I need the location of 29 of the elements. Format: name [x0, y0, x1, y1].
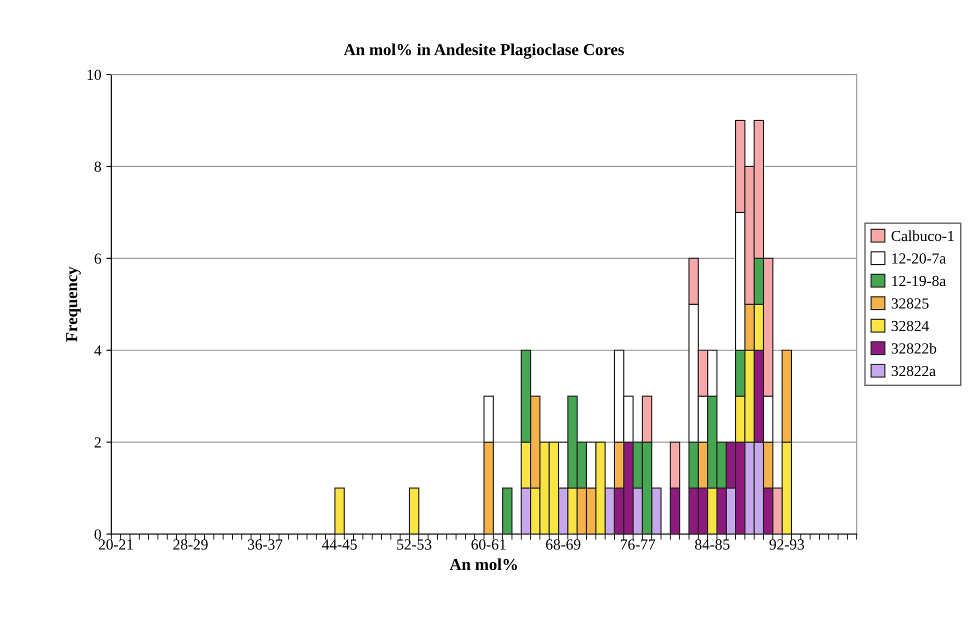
- legend-label: 12-19-8a: [892, 276, 946, 286]
- x-tick-label: 60-61: [471, 539, 506, 550]
- legend-label: Calbuco-1: [892, 230, 954, 242]
- x-tick-label: 52-53: [397, 539, 432, 550]
- legend-label: 32825: [892, 298, 929, 309]
- x-tick-label: 92-93: [769, 539, 804, 550]
- y-tick-label: 6: [94, 254, 102, 264]
- x-tick-label: 84-85: [695, 539, 730, 550]
- x-tick-label: 68-69: [546, 539, 580, 550]
- legend-label: 32824: [892, 320, 929, 332]
- x-axis-title: An mol%: [450, 558, 517, 570]
- bar: [334, 488, 345, 534]
- y-tick-label: 0: [94, 529, 102, 540]
- y-tick-label: 10: [88, 70, 102, 80]
- y-axis-title: Frequency: [66, 266, 81, 342]
- legend-label: 32822b: [892, 342, 936, 354]
- legend-label: 32822a: [892, 366, 936, 376]
- y-tick-label: 4: [94, 345, 102, 356]
- y-tick-label: 2: [94, 437, 101, 448]
- x-tick-label: 36-37: [248, 539, 282, 550]
- x-tick-label: 76-77: [620, 539, 656, 550]
- bar: [408, 488, 420, 534]
- x-tick-label: 20-21: [98, 539, 133, 550]
- y-tick-label: 8: [94, 162, 102, 172]
- chart-title: An mol% in Andesite Plagioclase Cores: [344, 44, 624, 59]
- x-tick-label: 44-45: [322, 539, 357, 550]
- bar: [502, 488, 513, 534]
- legend-label: 12-20-7a: [892, 253, 946, 264]
- x-tick-label: 28-29: [173, 539, 208, 550]
